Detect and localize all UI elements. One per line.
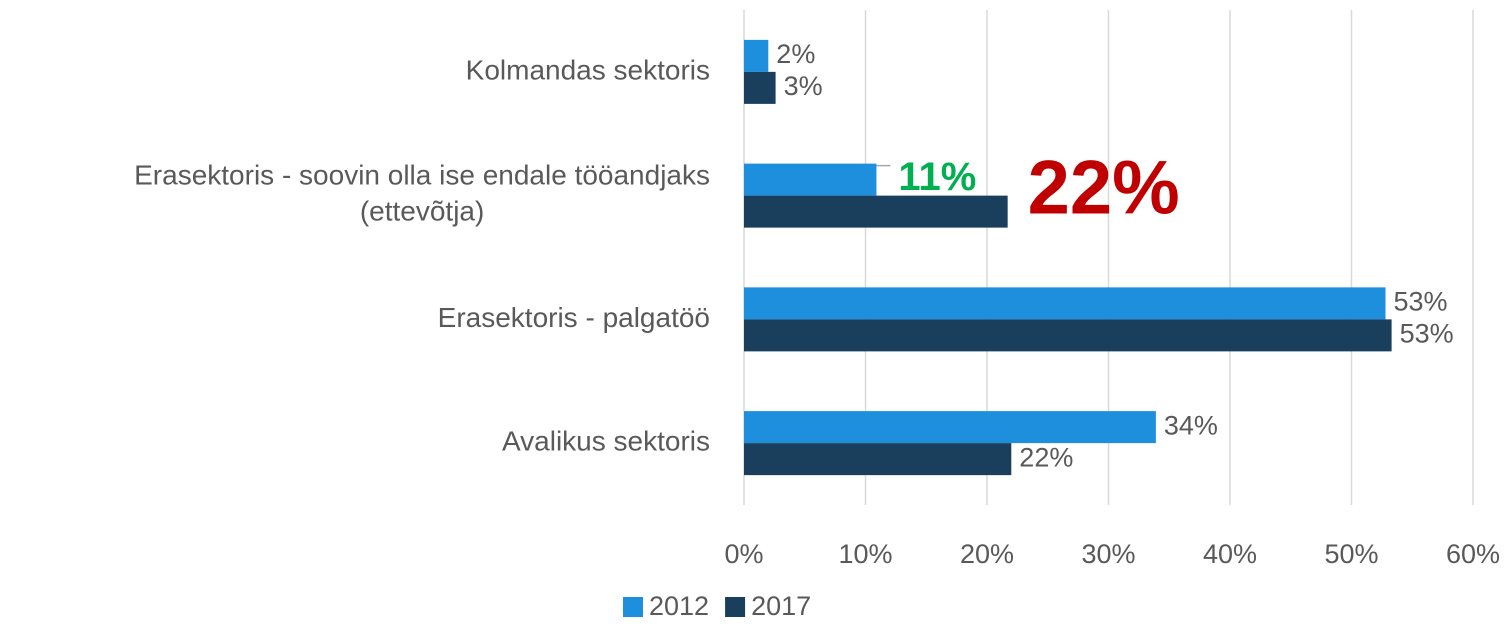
bar xyxy=(744,71,776,104)
bar xyxy=(744,319,1392,352)
value-label: 11% xyxy=(898,155,976,199)
category-label: Erasektoris - soovin olla ise endale töö… xyxy=(134,160,710,227)
value-label: 22% xyxy=(1028,146,1180,231)
value-label: 34% xyxy=(1164,410,1218,440)
legend-label: 2017 xyxy=(751,591,811,621)
bar xyxy=(744,411,1156,444)
x-tick-label: 40% xyxy=(1203,539,1257,569)
legend-label: 2012 xyxy=(649,591,709,621)
bar xyxy=(744,195,1008,228)
bar xyxy=(744,287,1386,320)
bar xyxy=(744,163,877,196)
bar xyxy=(744,443,1012,476)
x-tick-label: 0% xyxy=(724,539,763,569)
legend-swatch xyxy=(623,597,643,617)
legend-swatch xyxy=(725,597,746,617)
x-tick-label: 50% xyxy=(1324,539,1378,569)
bar xyxy=(744,39,769,72)
value-label: 53% xyxy=(1394,287,1448,317)
category-label: Kolmandas sektoris xyxy=(466,54,710,85)
value-label: 22% xyxy=(1019,442,1073,472)
value-label: 53% xyxy=(1400,319,1454,349)
x-tick-label: 30% xyxy=(1081,539,1135,569)
value-label: 2% xyxy=(776,39,815,69)
category-label: Avalikus sektoris xyxy=(502,426,710,457)
x-tick-label: 60% xyxy=(1446,539,1500,569)
x-tick-label: 20% xyxy=(960,539,1014,569)
value-label: 3% xyxy=(784,71,823,101)
x-tick-label: 10% xyxy=(838,539,892,569)
category-label: Erasektoris - palgatöö xyxy=(438,302,710,333)
